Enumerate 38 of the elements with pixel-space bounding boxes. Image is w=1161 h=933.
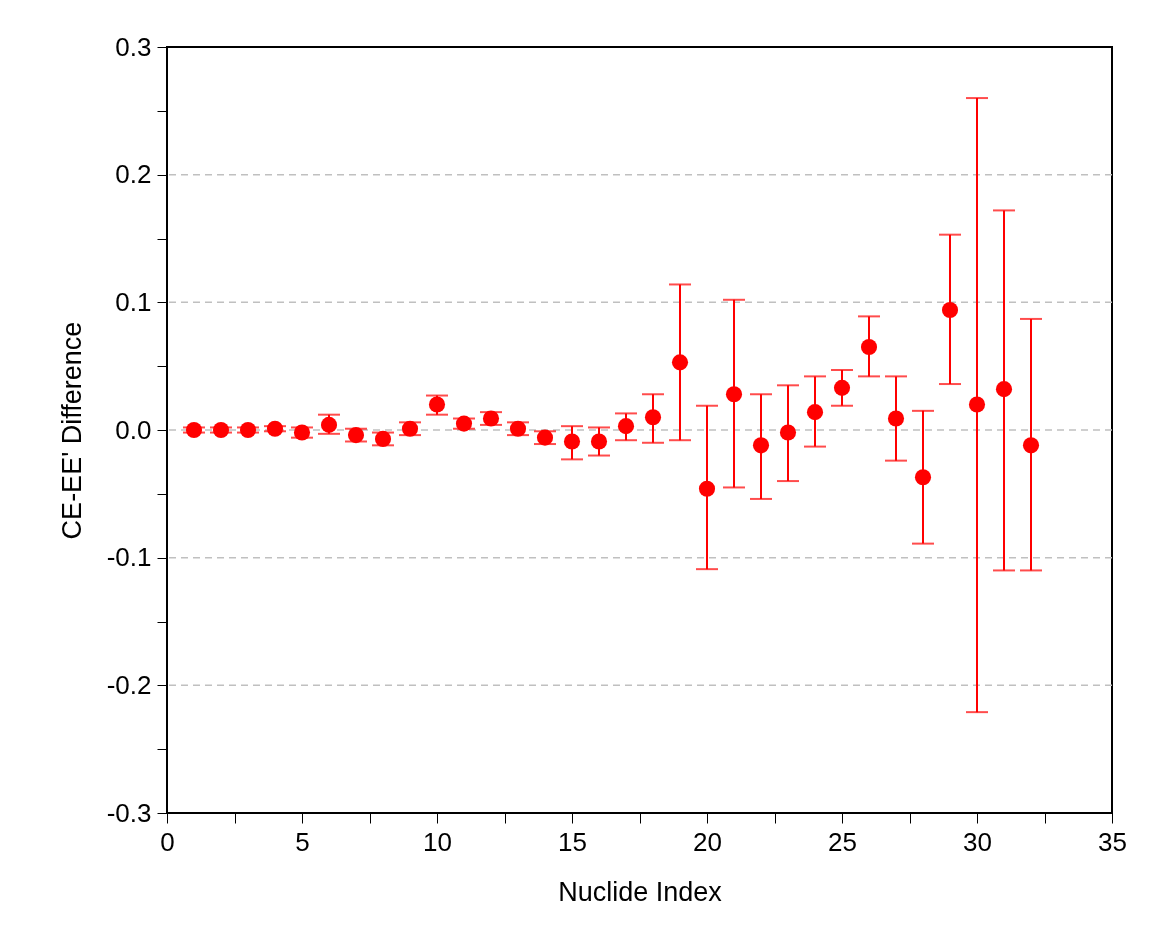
y-axis-title: CE-EE' Difference xyxy=(56,321,87,540)
y-tick-label: -0.1 xyxy=(106,542,152,573)
point xyxy=(860,338,878,356)
point xyxy=(752,437,770,454)
point xyxy=(833,379,851,396)
point xyxy=(671,354,689,371)
point xyxy=(698,480,716,497)
x-tick-label: 5 xyxy=(295,826,310,857)
point xyxy=(779,424,797,441)
point xyxy=(725,386,743,403)
point xyxy=(941,301,959,319)
x-tick-label: 10 xyxy=(423,826,452,857)
point xyxy=(806,404,824,421)
point xyxy=(563,433,581,450)
point xyxy=(212,421,230,439)
point xyxy=(914,469,932,486)
y-tick-label: -0.3 xyxy=(106,797,152,828)
y-tick-label: 0.3 xyxy=(115,31,152,62)
x-tick-label: 35 xyxy=(1098,826,1127,857)
x-tick-label: 20 xyxy=(693,826,722,857)
x-tick-label: 15 xyxy=(558,826,587,857)
point xyxy=(590,433,608,450)
y-tick-label: -0.2 xyxy=(106,669,152,700)
y-tick-label: 0.1 xyxy=(115,286,152,317)
point xyxy=(887,410,905,427)
x-axis-title: Nuclide Index xyxy=(558,876,723,907)
y-tick-label: 0.0 xyxy=(115,414,152,445)
point xyxy=(185,421,203,439)
point xyxy=(968,396,986,413)
y-tick-label: 0.2 xyxy=(115,159,152,190)
point xyxy=(995,381,1013,398)
x-tick-label: 30 xyxy=(963,826,992,857)
point xyxy=(239,421,257,439)
point xyxy=(617,418,635,435)
point xyxy=(1022,437,1040,454)
point xyxy=(644,409,662,426)
x-tick-label: 25 xyxy=(828,826,857,857)
x-tick-label: 0 xyxy=(160,826,175,857)
